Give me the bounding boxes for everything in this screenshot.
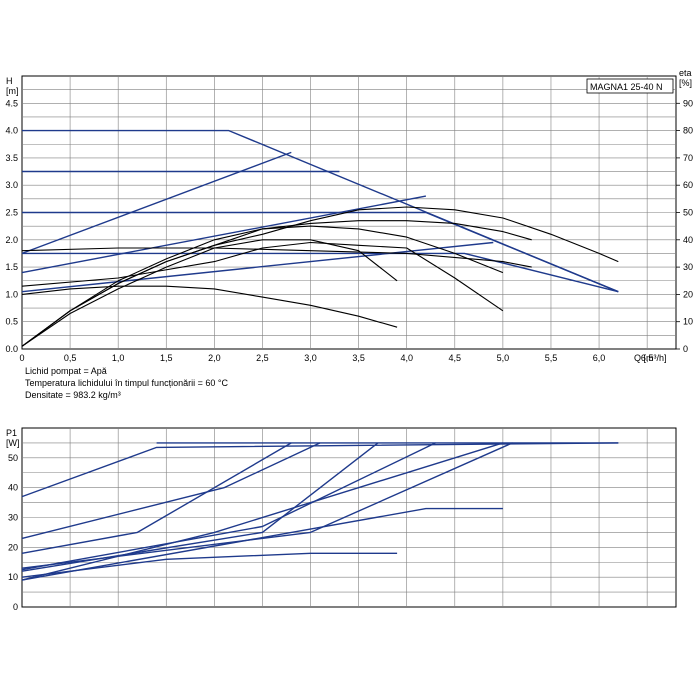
series-line-0-11 xyxy=(21,285,398,328)
y-tick-label: 50 xyxy=(8,453,18,463)
series-line-1-1 xyxy=(21,442,321,540)
series-line-0-3 xyxy=(22,252,619,293)
series-line-0-10 xyxy=(21,239,398,347)
series-line-0-6 xyxy=(21,241,494,293)
x-tick-label: 2,5 xyxy=(256,353,269,363)
y-tick-label: 1.0 xyxy=(5,289,18,299)
y2-tick-label: 10 xyxy=(683,317,693,327)
model-label-box xyxy=(586,78,674,94)
x-tick-label: 3,5 xyxy=(352,353,365,363)
info-line: Densitate = 983.2 kg/m³ xyxy=(25,390,121,400)
series-line-1-8 xyxy=(21,552,398,578)
info-line: Temperatura lichidului în timpul funcțio… xyxy=(25,378,228,388)
y-tick-label: 40 xyxy=(8,483,18,493)
y-tick-label: 2.0 xyxy=(5,235,18,245)
series-line-1-6 xyxy=(21,507,503,581)
series-line-0-7 xyxy=(21,206,619,347)
x-tick-label: 1,0 xyxy=(112,353,125,363)
y-tick-label: 0.0 xyxy=(5,344,18,354)
series-line-1-3 xyxy=(21,442,436,571)
series-line-0-9 xyxy=(21,225,504,347)
y-axis-label: [m] xyxy=(6,86,19,96)
series-line-1-5 xyxy=(21,442,504,581)
series-line-0-2 xyxy=(22,211,619,293)
x-tick-label: 2,0 xyxy=(208,353,221,363)
series-line-0-8 xyxy=(21,220,532,347)
y-tick-label: 2.5 xyxy=(5,208,18,218)
y2-tick-label: 90 xyxy=(683,98,693,108)
x-tick-label: 4,0 xyxy=(400,353,413,363)
y-tick-label: 0.5 xyxy=(5,317,18,327)
y-tick-label: 0 xyxy=(13,602,18,612)
y2-tick-label: 20 xyxy=(683,289,693,299)
x-tick-label: 6,5 xyxy=(641,353,654,363)
series-line-0-0 xyxy=(22,129,619,293)
info-line: Lichid pompat = Apă xyxy=(25,366,107,376)
y-axis-label: P1 xyxy=(6,428,17,438)
y-axis-label: [W] xyxy=(6,438,20,448)
y-tick-label: 3.5 xyxy=(5,153,18,163)
y-tick-label: 4.0 xyxy=(5,126,18,136)
y2-axis-label: eta xyxy=(679,68,692,78)
y2-tick-label: 50 xyxy=(683,208,693,218)
y-tick-label: 1.5 xyxy=(5,262,18,272)
y-tick-label: 20 xyxy=(8,542,18,552)
y2-tick-label: 80 xyxy=(683,126,693,136)
y2-tick-label: 0 xyxy=(683,344,688,354)
y-tick-label: 10 xyxy=(8,572,18,582)
y2-tick-label: 70 xyxy=(683,153,693,163)
x-tick-label: 5,0 xyxy=(497,353,510,363)
x-tick-label: 6,0 xyxy=(593,353,606,363)
x-tick-label: 3,0 xyxy=(304,353,317,363)
series-line-0-4 xyxy=(21,151,292,255)
x-tick-label: 5,5 xyxy=(545,353,558,363)
series-line-0-5 xyxy=(21,195,427,274)
y-axis-label: H xyxy=(6,76,13,86)
y-tick-label: 30 xyxy=(8,513,18,523)
x-tick-label: 0 xyxy=(19,353,24,363)
y2-tick-label: 30 xyxy=(683,262,693,272)
y-tick-label: 4.5 xyxy=(5,98,18,108)
x-tick-label: 4,5 xyxy=(449,353,462,363)
y-tick-label: 3.0 xyxy=(5,180,18,190)
series-line-1-2 xyxy=(21,442,292,554)
model-label: MAGNA1 25-40 N xyxy=(590,82,663,92)
series-line-1-4 xyxy=(21,442,379,572)
y2-axis-label: [%] xyxy=(679,78,692,88)
series-line-1-7 xyxy=(21,442,513,569)
series-line-1-0 xyxy=(21,442,619,498)
x-tick-label: 0,5 xyxy=(64,353,77,363)
series-line-0-12 xyxy=(21,241,504,312)
y2-tick-label: 40 xyxy=(683,235,693,245)
y2-tick-label: 60 xyxy=(683,180,693,190)
series-line-0-13 xyxy=(21,247,532,268)
x-tick-label: 1,5 xyxy=(160,353,173,363)
x-axis-label: Q [m³/h] xyxy=(634,353,667,363)
